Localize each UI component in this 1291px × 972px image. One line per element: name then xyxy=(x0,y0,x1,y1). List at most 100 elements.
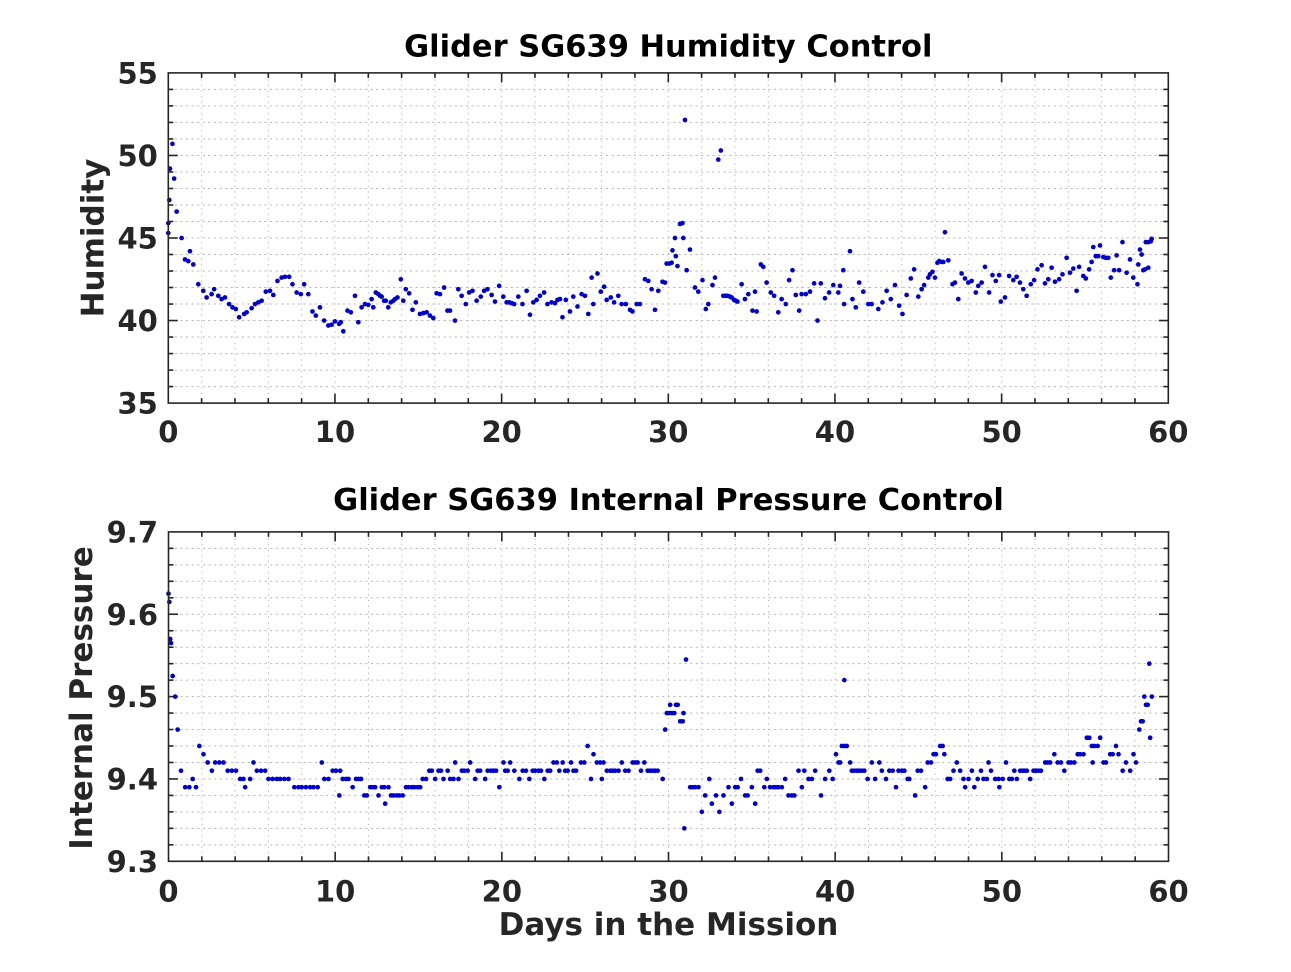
scatter-point xyxy=(249,305,254,311)
scatter-point xyxy=(786,277,792,283)
scatter-point xyxy=(919,286,924,292)
scatter-point xyxy=(684,267,689,273)
scatter-point xyxy=(286,776,291,782)
scatter-point xyxy=(745,793,751,798)
scatter-point xyxy=(437,291,443,297)
pressure-scatter-points xyxy=(166,591,1155,831)
scatter-point xyxy=(1009,776,1015,782)
scatter-point xyxy=(1110,751,1116,757)
scatter-point xyxy=(482,776,488,782)
scatter-point xyxy=(699,809,705,815)
scatter-point xyxy=(835,290,841,295)
x-tick-label: 50 xyxy=(982,874,1022,908)
scatter-point xyxy=(660,776,666,782)
scatter-point xyxy=(1014,776,1020,782)
scatter-point xyxy=(170,141,175,147)
scatter-point xyxy=(1090,244,1096,250)
scatter-point xyxy=(768,290,774,295)
scatter-point xyxy=(516,776,522,782)
scatter-point xyxy=(801,768,807,774)
scatter-point xyxy=(301,281,307,287)
scatter-point xyxy=(578,760,584,765)
scatter-point xyxy=(883,776,889,782)
scatter-point xyxy=(721,793,726,798)
scatter-point xyxy=(1145,265,1151,271)
scatter-point xyxy=(296,784,301,790)
scatter-point xyxy=(430,315,436,321)
scatter-point xyxy=(1070,266,1076,271)
scatter-point xyxy=(1077,751,1083,757)
x-tick-label: 60 xyxy=(1148,415,1188,449)
scatter-point xyxy=(179,235,184,241)
x-tick-label: 50 xyxy=(981,415,1021,449)
x-tick-label: 30 xyxy=(648,874,688,908)
scatter-point xyxy=(452,318,458,323)
scatter-point xyxy=(463,301,469,307)
scatter-point xyxy=(410,307,415,313)
scatter-point xyxy=(455,286,461,292)
scatter-point xyxy=(1051,751,1057,757)
scatter-point xyxy=(638,768,644,774)
humidity-grid xyxy=(169,73,1168,403)
scatter-point xyxy=(880,300,885,305)
scatter-point xyxy=(573,768,579,774)
scatter-point xyxy=(942,229,948,235)
scatter-point xyxy=(211,286,217,292)
scatter-point xyxy=(205,760,211,765)
x-axis-label: Days in the Mission xyxy=(499,907,839,943)
scatter-point xyxy=(911,267,917,272)
scatter-point xyxy=(403,286,409,292)
scatter-point xyxy=(277,776,283,782)
scatter-point xyxy=(263,289,269,295)
scatter-point xyxy=(178,768,184,774)
scatter-point xyxy=(971,784,977,790)
scatter-point xyxy=(511,768,517,774)
scatter-point xyxy=(954,760,960,765)
scatter-point xyxy=(803,291,809,297)
scatter-point xyxy=(670,248,675,253)
scatter-point xyxy=(945,257,951,263)
scatter-point xyxy=(872,776,878,782)
scatter-point xyxy=(1067,270,1073,276)
scatter-point xyxy=(233,768,239,774)
scatter-point xyxy=(290,281,295,287)
scatter-point xyxy=(1116,751,1121,757)
y-tick-label: 45 xyxy=(117,222,157,256)
scatter-point xyxy=(973,290,979,295)
pressure-tick-labels: 0 10 20 30 40 50 60 9.3 9.4 9.5 9.6 9.7 xyxy=(107,516,1189,909)
scatter-point xyxy=(761,784,767,790)
scatter-point xyxy=(925,760,931,765)
scatter-point xyxy=(221,760,226,765)
scatter-point xyxy=(754,309,759,314)
scatter-point xyxy=(1145,702,1151,708)
scatter-point xyxy=(713,793,719,798)
scatter-point xyxy=(291,784,297,790)
scatter-point xyxy=(527,312,533,318)
scatter-point xyxy=(505,768,511,774)
scatter-point xyxy=(266,776,271,782)
scatter-point xyxy=(1149,236,1154,242)
scatter-point xyxy=(275,278,280,284)
scatter-point xyxy=(830,282,836,288)
y-tick-label: 9.6 xyxy=(107,598,158,632)
scatter-point xyxy=(1024,293,1029,299)
scatter-point xyxy=(844,743,850,749)
scatter-point xyxy=(563,297,569,303)
y-tick-label: 40 xyxy=(117,304,157,338)
scatter-point xyxy=(338,319,344,325)
scatter-point xyxy=(187,248,193,254)
scatter-point xyxy=(1035,267,1040,272)
scatter-point xyxy=(391,793,396,798)
scatter-point xyxy=(681,710,686,716)
scatter-point xyxy=(900,311,905,317)
scatter-point xyxy=(767,784,773,790)
scatter-point xyxy=(251,760,256,765)
pressure-y-axis-label: Internal Pressure xyxy=(64,546,100,849)
scatter-point xyxy=(551,760,556,765)
humidity-chart: 0 10 20 30 40 50 60 35 40 45 50 55 Glider SG639 Hum… xyxy=(76,29,1189,449)
scatter-point xyxy=(229,768,235,774)
scatter-point xyxy=(406,290,412,296)
scatter-point xyxy=(681,826,687,831)
scatter-point xyxy=(1137,247,1143,252)
scatter-point xyxy=(904,292,909,298)
